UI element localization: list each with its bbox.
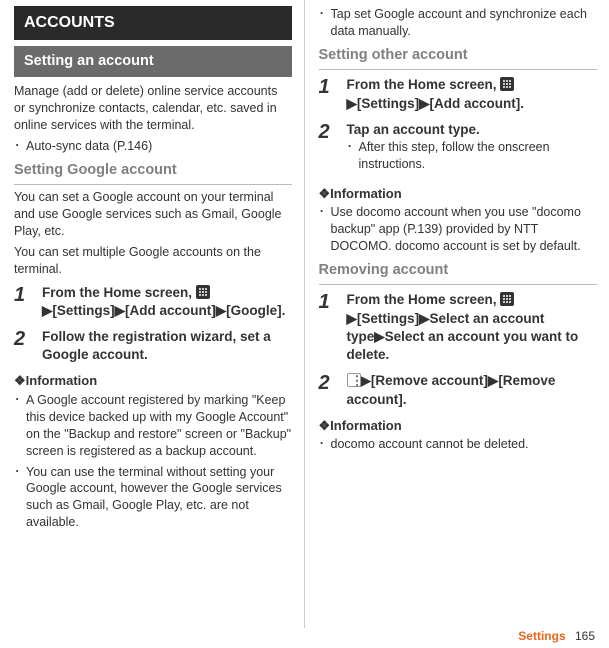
rem1-text-b: [Settings]: [357, 311, 419, 326]
manage-text: Manage (add or delete) online service ac…: [14, 83, 292, 134]
accounts-header: ACCOUNTS: [14, 6, 292, 40]
other1-text-c: [Add account].: [430, 96, 525, 111]
footer-label: Settings: [518, 629, 565, 643]
step-number-2: 2: [319, 372, 347, 408]
rem-step1-body: From the Home screen, ▶[Settings]▶Select…: [347, 291, 598, 364]
apps-icon: [196, 285, 210, 299]
arrow-icon: ▶: [419, 96, 429, 111]
tapset-row: ･ Tap set Google account and synchronize…: [319, 6, 598, 40]
divider: [319, 69, 598, 70]
rem2-text-a: [Remove account]: [371, 373, 488, 388]
tapset-text: Tap set Google account and synchronize e…: [331, 6, 598, 40]
rem-step2-body: ▶[Remove account]▶[Remove account].: [347, 372, 598, 408]
apps-icon: [500, 77, 514, 91]
setting-google-heading: Setting Google account: [14, 161, 292, 181]
step2-body: Follow the registration wizard, set a Go…: [42, 328, 292, 364]
bullet-dot: ･: [347, 139, 359, 173]
arrow-icon: ▶: [216, 303, 226, 318]
setting-other-heading: Setting other account: [319, 46, 598, 66]
step1-text-b: [Settings]: [52, 303, 114, 318]
other2-sub-row: ･ After this step, follow the onscreen i…: [347, 139, 598, 173]
other-step2: 2 Tap an account type. ･ After this step…: [319, 121, 598, 177]
auto-sync-text: Auto-sync data (P.146): [26, 138, 292, 155]
other2-sub-text: After this step, follow the onscreen ins…: [359, 139, 598, 173]
arrow-icon: ▶: [115, 303, 125, 318]
right-column: ･ Tap set Google account and synchronize…: [305, 0, 609, 628]
bullet-dot: ･: [319, 436, 331, 453]
rem1-text-a: From the Home screen,: [347, 292, 501, 307]
google-para1: You can set a Google account on your ter…: [14, 189, 292, 240]
other-step1: 1 From the Home screen, ▶[Settings]▶[Add…: [319, 76, 598, 112]
divider: [14, 184, 292, 185]
arrow-icon: ▶: [488, 373, 498, 388]
page-number: 165: [575, 629, 595, 643]
arrow-icon: ▶: [347, 96, 357, 111]
other1-text-a: From the Home screen,: [347, 77, 501, 92]
bullet-dot: ･: [319, 6, 331, 40]
step-number-1: 1: [319, 291, 347, 364]
other-info-text: Use docomo account when you use "docomo …: [331, 204, 598, 255]
google-step2: 2 Follow the registration wizard, set a …: [14, 328, 292, 364]
info1-text: A Google account registered by marking "…: [26, 392, 292, 460]
step1-text-a: From the Home screen,: [42, 285, 196, 300]
page-footer: Settings 165: [518, 628, 595, 644]
info-label: ❖Information: [319, 185, 598, 203]
info2-text: You can use the terminal without setting…: [26, 464, 292, 532]
info-label: ❖Information: [319, 417, 598, 435]
other-step2-body: Tap an account type. ･ After this step, …: [347, 121, 598, 177]
step1-text-d: [Google].: [226, 303, 285, 318]
rem-info-row: ･ docomo account cannot be deleted.: [319, 436, 598, 453]
rem-info-text: docomo account cannot be deleted.: [331, 436, 598, 453]
rem-step2: 2 ▶[Remove account]▶[Remove account].: [319, 372, 598, 408]
google-para2: You can set multiple Google accounts on …: [14, 244, 292, 278]
arrow-icon: ▶: [419, 311, 429, 326]
arrow-icon: ▶: [42, 303, 52, 318]
step-number-1: 1: [319, 76, 347, 112]
other-info-row: ･ Use docomo account when you use "docom…: [319, 204, 598, 255]
setting-account-header: Setting an account: [14, 46, 292, 78]
rem-step1: 1 From the Home screen, ▶[Settings]▶Sele…: [319, 291, 598, 364]
google-step1: 1 From the Home screen, ▶[Settings]▶[Add…: [14, 284, 292, 320]
step-number-2: 2: [14, 328, 42, 364]
page-columns: ACCOUNTS Setting an account Manage (add …: [0, 0, 609, 628]
removing-heading: Removing account: [319, 261, 598, 281]
auto-sync-row: ･ Auto-sync data (P.146): [14, 138, 292, 155]
info-label: ❖Information: [14, 372, 292, 390]
left-column: ACCOUNTS Setting an account Manage (add …: [0, 0, 305, 628]
step1-text-c: [Add account]: [125, 303, 216, 318]
arrow-icon: ▶: [347, 311, 357, 326]
bullet-dot: ･: [14, 464, 26, 532]
other1-text-b: [Settings]: [357, 96, 419, 111]
bullet-dot: ･: [14, 392, 26, 460]
info-row-1: ･ A Google account registered by marking…: [14, 392, 292, 460]
bullet-dot: ･: [319, 204, 331, 255]
other-step1-body: From the Home screen, ▶[Settings]▶[Add a…: [347, 76, 598, 112]
arrow-icon: ▶: [374, 329, 384, 344]
step-number-2: 2: [319, 121, 347, 177]
bullet-dot: ･: [14, 138, 26, 155]
divider: [319, 284, 598, 285]
menu-icon: [347, 373, 361, 387]
step1-body: From the Home screen, ▶[Settings]▶[Add a…: [42, 284, 292, 320]
other2-title: Tap an account type.: [347, 121, 598, 139]
step-number-1: 1: [14, 284, 42, 320]
info-row-2: ･ You can use the terminal without setti…: [14, 464, 292, 532]
apps-icon: [500, 292, 514, 306]
